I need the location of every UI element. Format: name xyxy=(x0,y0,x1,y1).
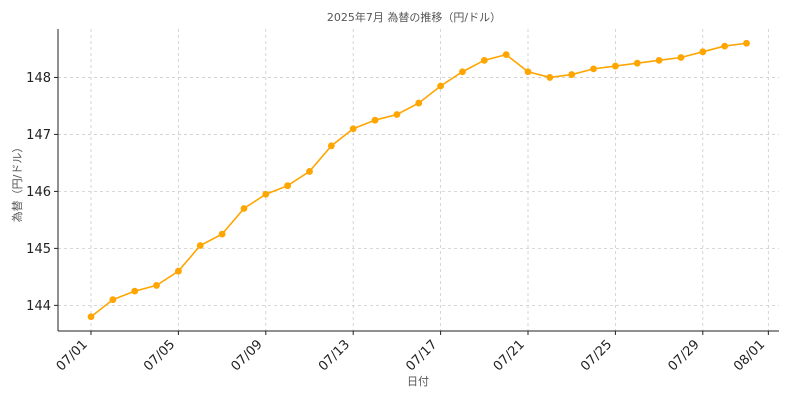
data-point xyxy=(415,99,423,107)
data-point xyxy=(699,48,707,56)
data-point xyxy=(109,296,117,304)
x-axis-label: 日付 xyxy=(407,375,429,388)
data-point xyxy=(87,313,95,321)
series-layer xyxy=(87,39,750,321)
axes: 144 145 146 147 148 07/01 07/05 07/09 07/13 07/17… xyxy=(26,29,779,374)
data-point xyxy=(677,54,685,61)
y-axis-label: 為替（円/ドル） xyxy=(10,142,24,223)
data-point xyxy=(131,287,139,295)
x-tick-label: 08/01 xyxy=(731,337,768,374)
data-point xyxy=(655,56,663,64)
x-tick-label: 07/13 xyxy=(316,337,353,374)
x-tick-label: 07/01 xyxy=(54,337,91,374)
data-point xyxy=(153,282,160,289)
data-point xyxy=(262,190,270,198)
data-point xyxy=(284,182,292,190)
data-point xyxy=(393,111,401,118)
data-point xyxy=(633,59,641,67)
chart-title: 2025年7月 為替の推移（円/ドル） xyxy=(327,10,501,24)
y-tick-label: 148 xyxy=(26,71,51,86)
x-tick-label: 07/09 xyxy=(229,337,266,374)
data-point xyxy=(306,168,313,175)
x-tick-label: 07/05 xyxy=(141,337,178,374)
data-point xyxy=(612,62,619,70)
data-point xyxy=(502,51,510,59)
data-point xyxy=(371,116,379,124)
data-point xyxy=(349,125,357,133)
data-point xyxy=(175,267,182,275)
x-tick-label: 07/25 xyxy=(578,337,615,374)
y-tick-label: 144 xyxy=(26,299,51,314)
x-tick-label: 07/17 xyxy=(403,337,440,374)
y-tick-label: 147 xyxy=(26,128,51,143)
data-point xyxy=(568,71,576,78)
y-tick-label: 146 xyxy=(26,185,51,200)
data-point xyxy=(218,230,226,238)
data-point xyxy=(546,74,554,81)
data-point xyxy=(480,56,488,64)
y-tick-label: 145 xyxy=(26,242,51,257)
x-tick-label: 07/21 xyxy=(491,337,528,374)
data-point xyxy=(240,205,248,212)
data-point xyxy=(721,42,729,50)
data-point xyxy=(459,68,466,76)
x-tick-label: 07/29 xyxy=(666,337,703,374)
data-point xyxy=(437,82,444,90)
data-point xyxy=(590,65,597,73)
data-point xyxy=(196,242,204,249)
series-line xyxy=(90,42,747,318)
data-point xyxy=(743,39,750,47)
data-point xyxy=(327,142,335,150)
grid xyxy=(58,29,779,331)
data-point xyxy=(524,68,532,76)
